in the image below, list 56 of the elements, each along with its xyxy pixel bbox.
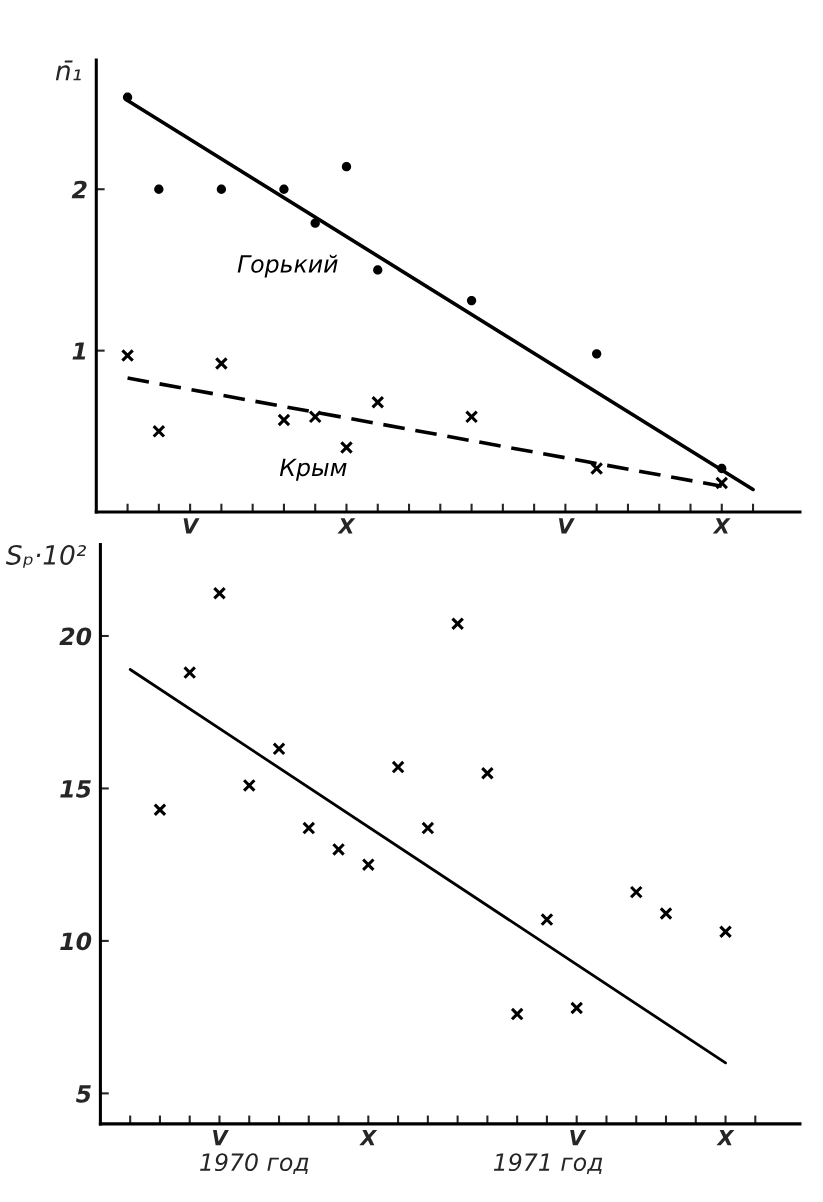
point [466, 295, 477, 306]
point [391, 760, 405, 774]
x-tick-label: X [712, 518, 731, 534]
point [308, 410, 322, 424]
y-axis-title: Sₚ·10² [5, 544, 86, 568]
x-tick-label: X [359, 1130, 378, 1146]
x-tick-label: V [213, 1130, 229, 1146]
point [310, 218, 320, 228]
point [212, 586, 227, 600]
point [272, 742, 286, 756]
point [373, 265, 383, 275]
x-tick-label: X [716, 1130, 735, 1146]
point [214, 356, 229, 371]
y-axis-title: n̄₁ [55, 60, 81, 81]
x-tick-label: V [558, 518, 575, 534]
point [464, 410, 479, 424]
y-tick-label: 1 [72, 342, 86, 360]
point [331, 842, 346, 857]
text: 1970 год [200, 1153, 309, 1175]
point [659, 906, 673, 921]
point [371, 395, 385, 409]
y-tick-label: 5 [75, 1085, 91, 1103]
x-tick-label: X [337, 518, 356, 534]
point [510, 1007, 524, 1021]
point [589, 461, 604, 476]
point [216, 184, 227, 194]
y-tick-label: 15 [60, 780, 91, 798]
y-tick-label: 2 [71, 180, 87, 199]
point [540, 912, 554, 927]
point [341, 161, 352, 172]
point [154, 184, 164, 194]
point [183, 665, 197, 680]
series-label: Горький [237, 254, 338, 278]
x-tick-label: V [183, 518, 200, 534]
point [339, 440, 354, 455]
point [242, 778, 256, 793]
point [153, 803, 167, 817]
point [718, 925, 733, 939]
y-tick-label: 10 [60, 932, 92, 951]
point [629, 885, 643, 899]
point [421, 821, 435, 835]
point [450, 617, 465, 631]
point [277, 413, 291, 427]
series-label: Крым [279, 458, 347, 481]
point [279, 184, 289, 194]
point [715, 476, 729, 490]
point [152, 424, 166, 439]
point [570, 1001, 584, 1015]
point [361, 858, 375, 872]
point [480, 766, 495, 780]
y-tick-label: 20 [59, 627, 92, 646]
point [120, 348, 135, 363]
text: 1971 год [493, 1153, 603, 1175]
point [592, 349, 602, 359]
x-tick-label: V [570, 1130, 587, 1146]
point [302, 821, 316, 835]
